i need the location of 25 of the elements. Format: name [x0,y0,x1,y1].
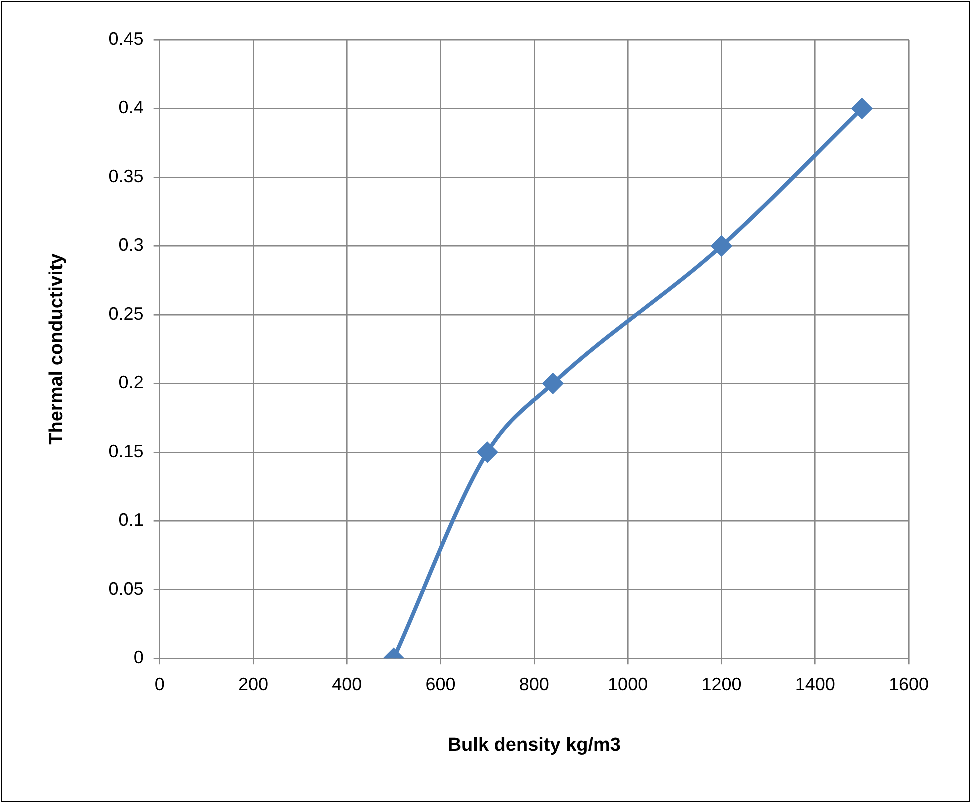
x-tick-label: 600 [426,674,456,694]
x-axis-title: Bulk density kg/m3 [448,734,622,756]
x-tick-label: 0 [154,674,165,694]
point [712,236,732,256]
y-tick-label: 0.1 [118,510,144,530]
x-tick-label: 400 [332,674,362,694]
y-tick-label: 0.45 [108,28,144,49]
y-tick-label: 0.2 [118,372,144,393]
y-tick-label: 0.25 [108,304,144,324]
y-axis-title: Thermal conductivity [46,253,68,445]
y-tick-label: 0 [134,648,144,668]
y-tick-label: 0.3 [118,235,144,256]
y-tick-label: 0.35 [108,166,144,186]
y-tick-label: 0.15 [108,441,144,462]
x-tick-label: 1600 [888,674,930,694]
x-tick-label: 1000 [608,674,648,694]
x-tick-label: 800 [519,674,550,694]
x-tick-label: 200 [238,674,269,694]
x-tick-label: 1400 [795,674,836,694]
point [543,374,564,394]
y-tick-label: 0.4 [118,98,144,118]
point [478,442,498,462]
x-tick-label: 1200 [702,674,742,694]
point [852,98,872,119]
y-tick-label: 0.05 [108,578,144,599]
